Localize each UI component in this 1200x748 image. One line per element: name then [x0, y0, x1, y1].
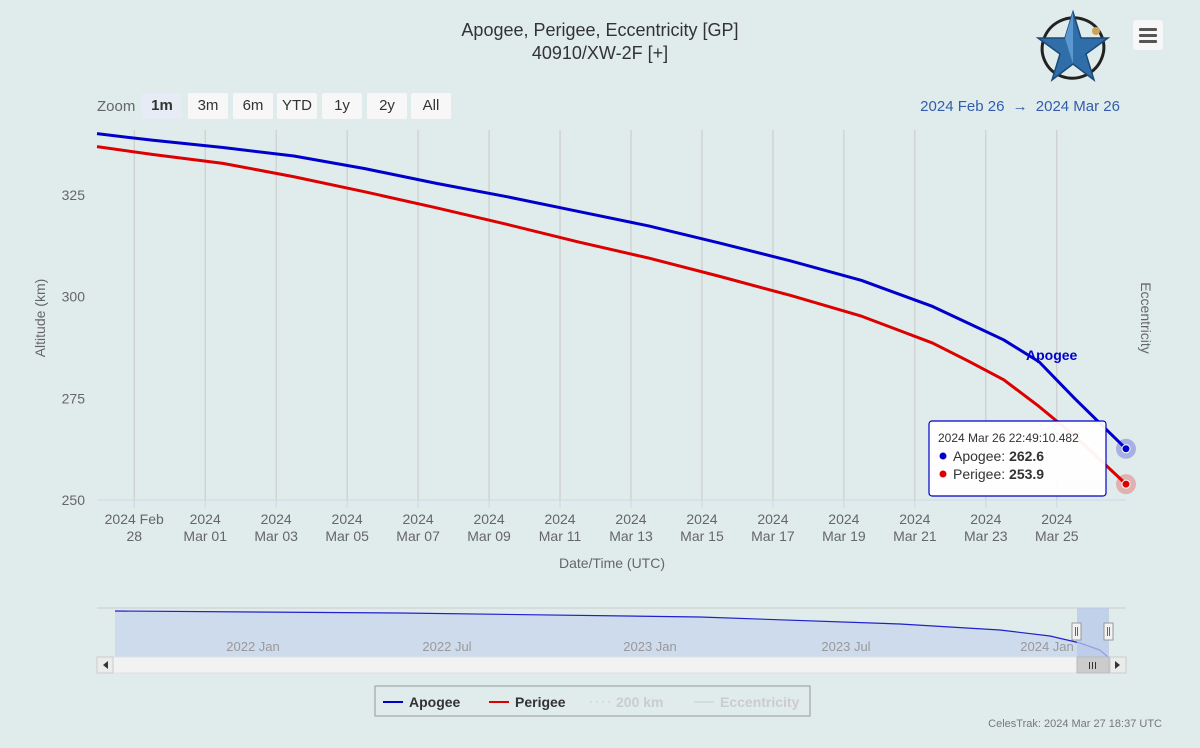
chart-grid	[133, 130, 1058, 500]
x-tick-label: 2024 Feb 28	[105, 511, 164, 544]
x-tick-label: 2024 Mar 13	[609, 511, 653, 544]
x-tick-label: 2024 Mar 15	[680, 511, 724, 544]
y-axis: 250 275 300 325	[62, 187, 86, 508]
zoom-6m-button[interactable]: 6m	[233, 93, 273, 119]
tooltip-apogee-label: Apogee:	[953, 448, 1005, 464]
legend-label: Perigee	[515, 694, 566, 710]
secondary-y-axis-title: Eccentricity	[1138, 282, 1154, 354]
tooltip-perigee-value: 253.9	[1009, 466, 1044, 482]
footer-credit: CelesTrak: 2024 Mar 27 18:37 UTC	[988, 718, 1162, 730]
x-tick-label: 2024 Mar 07	[396, 511, 440, 544]
zoom-ytd-button[interactable]: YTD	[277, 93, 317, 119]
x-axis-title: Date/Time (UTC)	[559, 555, 665, 571]
tooltip: 2024 Mar 26 22:49:10.482 Apogee: 262.6 P…	[928, 420, 1107, 497]
series-label-apogee: Apogee	[1026, 347, 1078, 363]
navigator[interactable]: 2022 Jan 2022 Jul 2023 Jan 2023 Jul 2024 Jan	[96, 607, 1127, 674]
zoom-3m-button[interactable]: 3m	[188, 93, 228, 119]
legend-label: 200 km	[616, 694, 663, 710]
tooltip-timestamp: 2024 Mar 26 22:49:10.482	[938, 431, 1079, 445]
y-tick-label: 250	[62, 492, 86, 508]
y-tick-label: 300	[62, 289, 86, 305]
range-from[interactable]: 2024 Feb 26	[920, 98, 1005, 115]
y-tick-label: 325	[62, 187, 86, 203]
x-tick-label: 2024 Mar 21	[893, 511, 937, 544]
x-axis: 2024 Feb 28 2024 Mar 01 2024 Mar 03 2024 Mar 05…	[97, 499, 1126, 544]
hover-point-perigee	[1121, 479, 1131, 489]
hover-markers	[1116, 438, 1136, 495]
hover-point-apogee	[1121, 444, 1131, 454]
navigator-axis-label: 2024 Jan	[1020, 639, 1074, 654]
legend-item-apogee[interactable]: Apogee	[383, 694, 461, 710]
svg-text:Apogee: 262.6: Apogee: 262.6	[953, 448, 1044, 464]
x-tick-label: 2024 Mar 23	[964, 511, 1008, 544]
navigator-axis-label: 2023 Jul	[821, 639, 870, 654]
legend-item-eccentricity[interactable]: Eccentricity	[694, 694, 800, 710]
x-tick-label: 2024 Mar 25	[1035, 511, 1079, 544]
navigator-axis-label: 2022 Jan	[226, 639, 280, 654]
series-line-apogee	[96, 132, 1128, 450]
x-tick-label: 2024 Mar 03	[254, 511, 298, 544]
legend-item-200-km[interactable]: 200 km	[590, 694, 663, 710]
zoom-label: Zoom	[97, 98, 136, 115]
scrollbar-track[interactable]	[96, 656, 1127, 674]
legend-item-perigee[interactable]: Perigee	[489, 694, 566, 710]
zoom-1y-button[interactable]: 1y	[322, 93, 362, 119]
tooltip-apogee-dot	[939, 452, 947, 460]
navigator-handle-right[interactable]	[1103, 622, 1114, 641]
navigator-axis-label: 2022 Jul	[422, 639, 471, 654]
series-line-perigee	[96, 145, 1128, 486]
y-tick-label: 275	[62, 390, 86, 406]
tooltip-apogee-value: 262.6	[1009, 448, 1044, 464]
tooltip-perigee-label: Perigee:	[953, 466, 1005, 482]
x-tick-label: 2024 Mar 05	[325, 511, 369, 544]
chart-subtitle: 40910/XW-2F [+]	[531, 43, 669, 63]
chart-title: Apogee, Perigee, Eccentricity [GP]	[461, 20, 739, 40]
zoom-1m-button[interactable]: 1m	[142, 93, 182, 119]
navigator-series-area	[115, 611, 1108, 657]
y-axis-title: Altitude (km)	[32, 279, 48, 358]
series-group	[96, 132, 1128, 486]
legend-label: Eccentricity	[720, 694, 800, 710]
x-tick-label: 2024 Mar 11	[539, 511, 582, 544]
legend-label: Apogee	[409, 694, 461, 710]
navigator-handle-left[interactable]	[1071, 622, 1082, 641]
x-tick-label: 2024 Mar 01	[183, 511, 227, 544]
date-range-display: 2024 Feb 26 → 2024 Mar 26	[900, 98, 1122, 115]
legend: Apogee Perigee 200 km Eccentricity	[374, 685, 811, 717]
zoom-2y-button[interactable]: 2y	[367, 93, 407, 119]
navigator-axis-label: 2023 Jan	[623, 639, 677, 654]
x-tick-label: 2024 Mar 19	[822, 511, 866, 544]
svg-text:Perigee: 253.9: Perigee: 253.9	[953, 466, 1044, 482]
celestrak-logo-icon	[1036, 10, 1110, 83]
tooltip-perigee-dot	[939, 470, 947, 478]
chevron-right-icon	[1115, 661, 1120, 669]
x-tick-label: 2024 Mar 17	[751, 511, 795, 544]
zoom-all-button[interactable]: All	[411, 93, 451, 119]
range-to[interactable]: 2024 Mar 26	[1035, 98, 1120, 115]
x-tick-label: 2024 Mar 09	[467, 511, 511, 544]
chart-menu-button[interactable]	[1133, 20, 1163, 50]
chevron-left-icon	[103, 661, 108, 669]
range-arrow: →	[1012, 98, 1028, 115]
